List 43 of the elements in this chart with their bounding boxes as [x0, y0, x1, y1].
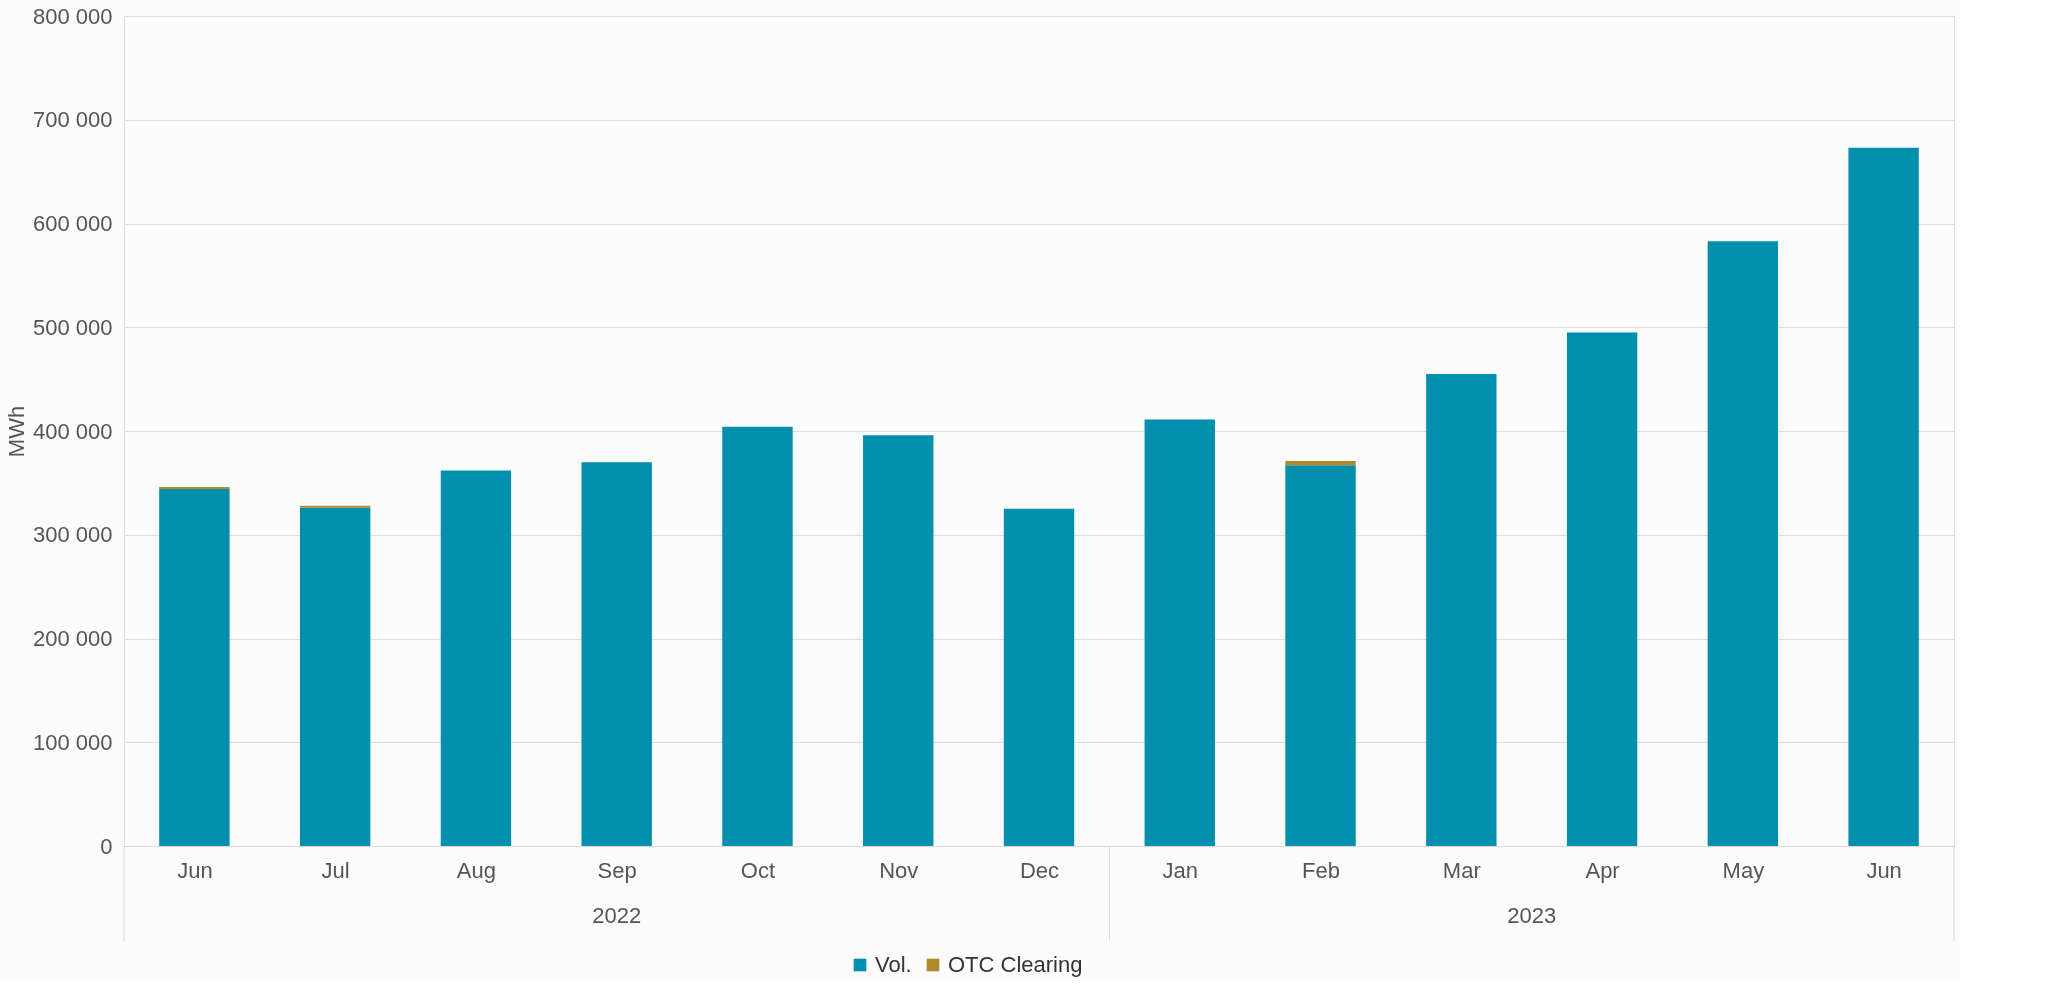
bar — [1848, 147, 1919, 846]
x-tick-label: Jun — [1866, 857, 1902, 883]
y-tick-label: 800 000 — [32, 3, 113, 29]
x-tick-label: Jan — [1162, 857, 1199, 883]
x-tick-label: Dec — [1019, 857, 1060, 883]
bar — [581, 462, 652, 846]
legend-label: Vol. — [875, 952, 912, 977]
x-tick-label: Feb — [1302, 857, 1340, 883]
x-tick-label: Jun — [177, 857, 213, 883]
bar — [159, 489, 230, 846]
y-tick-label: 200 000 — [32, 626, 113, 651]
bar — [1566, 332, 1638, 846]
bar — [1003, 508, 1075, 846]
x-tick-label: Mar — [1442, 857, 1481, 883]
y-tick-label: 400 000 — [32, 418, 113, 444]
x-tick-label: Jul — [321, 857, 350, 883]
y-axis-title: MWh — [3, 405, 29, 458]
y-tick-label: 100 000 — [32, 729, 113, 755]
y-tick-label: 500 000 — [32, 314, 113, 340]
bar — [863, 435, 934, 846]
x-tick-label: Aug — [456, 857, 496, 883]
bar — [1426, 373, 1497, 846]
bar — [440, 470, 512, 846]
y-tick-label: 600 000 — [32, 211, 113, 236]
x-tick-label: Sep — [597, 857, 637, 883]
bar — [299, 505, 371, 508]
text: 2023 — [1507, 903, 1557, 928]
bar — [299, 507, 371, 846]
text: 2022 — [592, 903, 642, 928]
x-tick-label: May — [1722, 857, 1765, 883]
bar — [1285, 465, 1356, 846]
x-tick-label: Nov — [879, 857, 919, 883]
y-tick-label: 700 000 — [32, 107, 113, 133]
x-tick-label: Apr — [1585, 857, 1620, 883]
legend-label: OTC Clearing — [948, 952, 1083, 977]
bar — [159, 487, 230, 490]
x-tick-label: Oct — [740, 857, 776, 883]
y-tick-label: 300 000 — [32, 522, 113, 548]
bar — [1144, 419, 1215, 846]
y-tick-label: 0 — [100, 833, 113, 859]
bar — [1285, 461, 1356, 466]
bar — [1707, 241, 1779, 846]
bar — [722, 426, 793, 846]
